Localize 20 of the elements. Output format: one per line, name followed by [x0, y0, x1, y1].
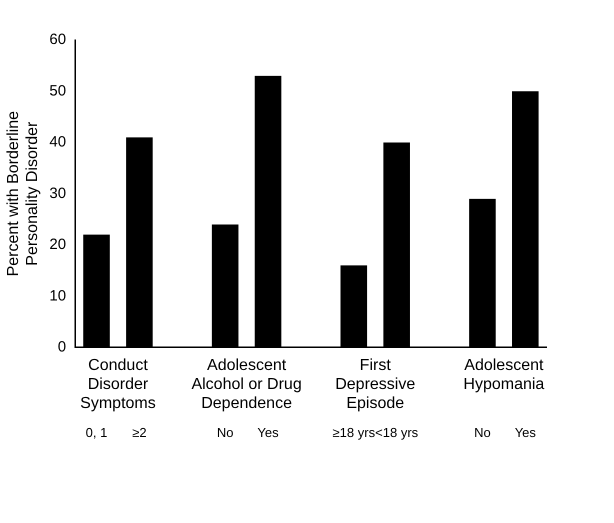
- x-tick-label: Yes: [514, 424, 536, 440]
- x-tick-label: ≥2: [132, 424, 147, 440]
- y-tick-label: 0: [58, 338, 66, 356]
- y-tick-label: 40: [49, 134, 66, 151]
- x-tick-label: <18 yrs: [375, 424, 419, 440]
- x-tick-label: Yes: [257, 424, 280, 440]
- y-tick-label: 20: [49, 236, 66, 254]
- text: Conduct Disorder Symptoms: [80, 356, 156, 412]
- y-tick-label: 30: [49, 184, 66, 202]
- x-tick-label: No: [216, 424, 234, 440]
- x-tick-label: ≥18 yrs: [332, 424, 376, 440]
- y-tick-label: 60: [49, 31, 66, 48]
- y-tick-label: 10: [49, 287, 66, 304]
- y-axis-title: Percent with Borderline Personality Disorder: [5, 110, 42, 276]
- text: First Depressive Episode: [335, 356, 416, 412]
- x-tick-label: No: [474, 424, 491, 440]
- x-tick-label: 0, 1: [86, 424, 108, 440]
- y-tick-label: 50: [49, 82, 66, 100]
- text: Adolescent Hypomania: [463, 356, 544, 393]
- text: Adolescent Alcohol or Drug Dependence: [191, 356, 302, 412]
